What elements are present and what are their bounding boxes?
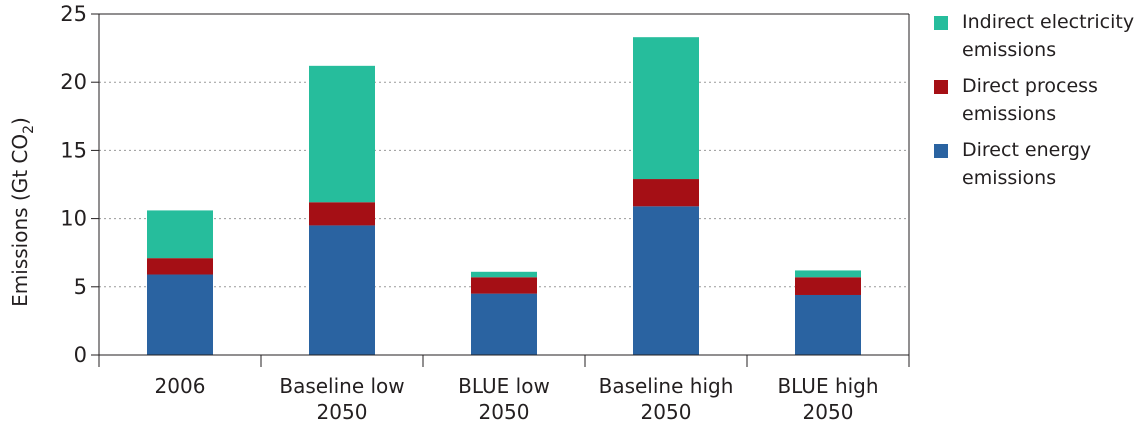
y-tick-label: 25 xyxy=(60,2,87,26)
legend-item: Direct process emissions xyxy=(931,72,1146,128)
bar-segment xyxy=(795,270,861,278)
y-tick-label: 0 xyxy=(74,343,87,367)
y-tick-label: 20 xyxy=(60,70,87,94)
bar-segment xyxy=(633,179,699,207)
y-axis-label: Emissions (Gt CO2) xyxy=(8,117,37,307)
x-tick-label: 2050 xyxy=(479,400,530,424)
x-tick-label: 2050 xyxy=(317,400,368,424)
legend: Indirect electricity emissions Direct proc… xyxy=(931,8,1146,200)
legend-label: Indirect electricity xyxy=(962,11,1135,33)
bar-segment xyxy=(471,293,537,355)
y-tick-label: 10 xyxy=(60,207,87,231)
bar-segment xyxy=(471,271,537,278)
legend-label: Direct process xyxy=(962,75,1098,97)
bars xyxy=(147,37,861,355)
legend-label: emissions xyxy=(962,39,1057,61)
bar-segment xyxy=(309,65,375,203)
bar-segment xyxy=(147,210,213,259)
legend-label: emissions xyxy=(962,103,1057,125)
x-tick-label: BLUE high xyxy=(777,374,878,398)
bar-segment xyxy=(633,206,699,355)
legend-swatch xyxy=(934,144,948,158)
x-tick-label: Baseline high xyxy=(599,374,734,398)
bar-segment xyxy=(795,277,861,295)
bar-segment xyxy=(795,294,861,355)
x-tick-label: Baseline low xyxy=(279,374,404,398)
legend-swatch xyxy=(934,16,948,30)
bar-segment xyxy=(471,277,537,294)
bar-segment xyxy=(147,258,213,275)
bar-segment xyxy=(633,37,699,180)
legend-item: Indirect electricity emissions xyxy=(931,8,1146,64)
legend-label: Direct energy xyxy=(962,139,1092,161)
legend-label: emissions xyxy=(962,167,1057,189)
x-tick-label: BLUE low xyxy=(458,374,550,398)
legend-item: Direct energy emissions xyxy=(931,136,1146,192)
gridlines xyxy=(99,81,909,288)
y-tick-label: 5 xyxy=(74,275,87,299)
legend-swatch xyxy=(934,80,948,94)
bar-segment xyxy=(309,225,375,355)
x-tick-label: 2006 xyxy=(155,374,206,398)
x-tick-label: 2050 xyxy=(641,400,692,424)
y-tick-label: 15 xyxy=(60,138,87,162)
x-tick-label: 2050 xyxy=(803,400,854,424)
bar-segment xyxy=(309,202,375,226)
bar-segment xyxy=(147,274,213,355)
